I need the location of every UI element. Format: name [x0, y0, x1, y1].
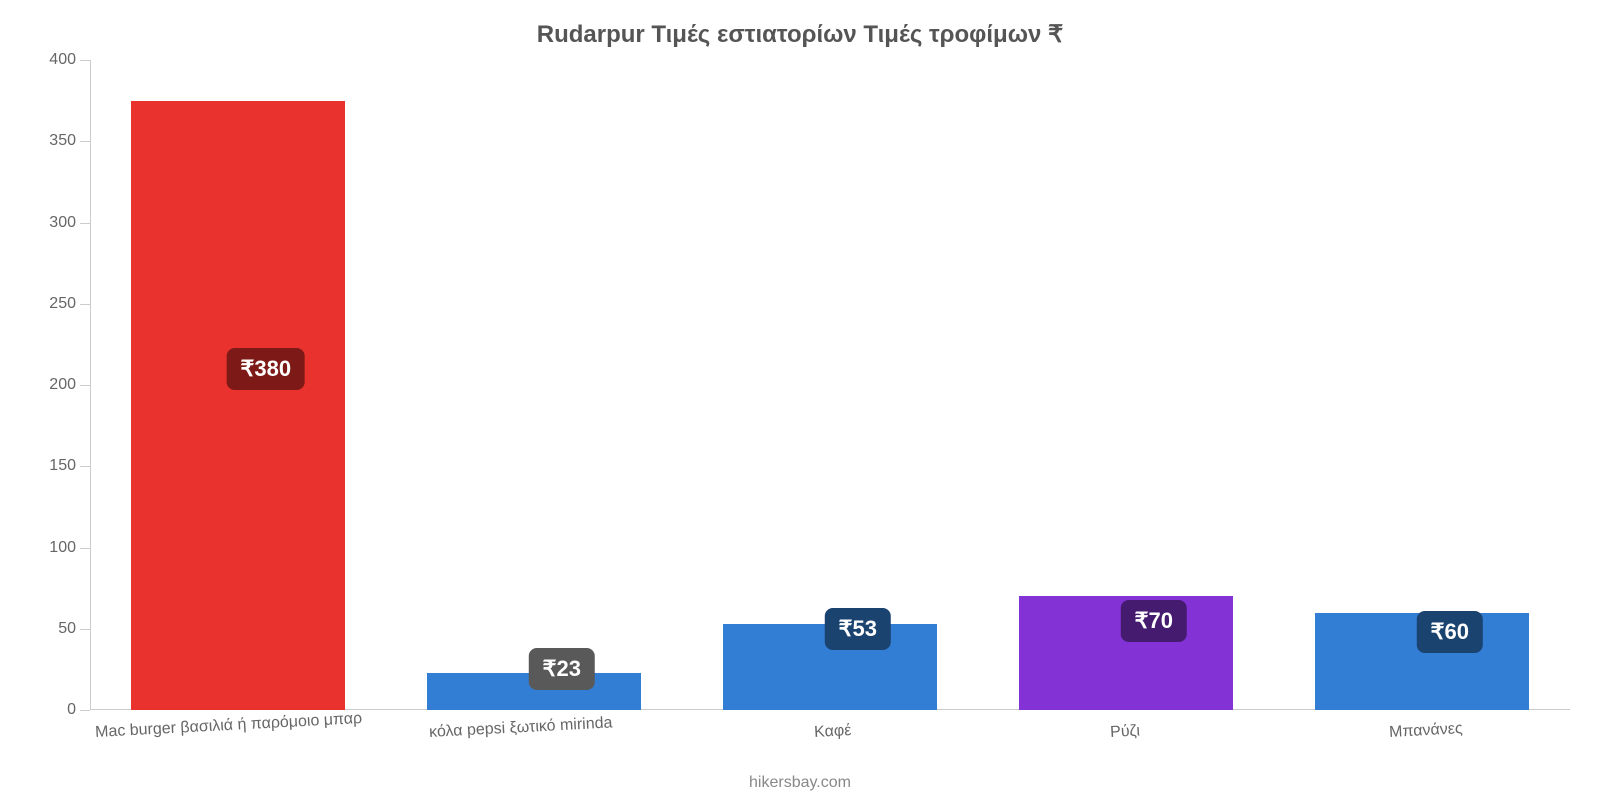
chart-container: Rudarpur Τιμές εστιατορίων Τιμές τροφίμω… [0, 0, 1600, 800]
bar-value-label: ₹60 [1416, 611, 1482, 653]
x-category-label: Μπανάνες [1388, 706, 1463, 742]
bar-value-label: ₹380 [226, 348, 305, 390]
x-category-label: Καφέ [813, 708, 852, 742]
y-axis [90, 60, 91, 710]
bar-value-label: ₹23 [528, 648, 594, 690]
y-tick-label: 350 [49, 132, 90, 150]
y-tick-label: 250 [49, 295, 90, 313]
plot-area: 050100150200250300350400₹380Mac burger β… [90, 60, 1570, 710]
x-category-label: Ρύζι [1109, 708, 1140, 742]
y-tick-label: 150 [49, 457, 90, 475]
y-tick-label: 50 [58, 620, 90, 638]
y-tick-label: 400 [49, 51, 90, 69]
y-tick-label: 300 [49, 214, 90, 232]
bar-value-label: ₹53 [824, 608, 890, 650]
y-tick-label: 0 [67, 701, 90, 719]
y-tick-label: 100 [49, 539, 90, 557]
y-tick-label: 200 [49, 376, 90, 394]
bar-value-label: ₹70 [1120, 600, 1186, 642]
chart-title: Rudarpur Τιμές εστιατορίων Τιμές τροφίμω… [0, 20, 1600, 49]
bar [131, 101, 344, 710]
chart-footer: hikersbay.com [0, 774, 1600, 792]
